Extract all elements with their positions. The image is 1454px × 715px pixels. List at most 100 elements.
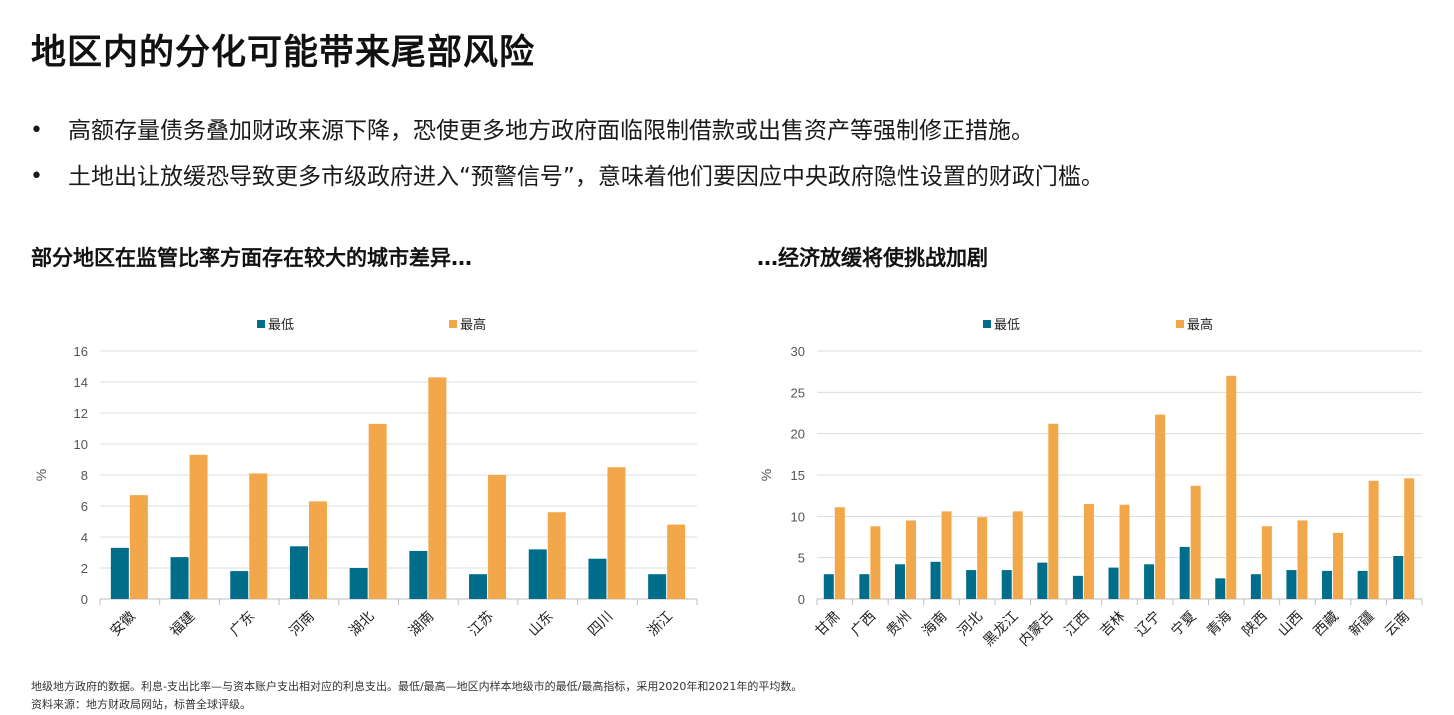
x-category-label: 江西	[1062, 609, 1093, 640]
bar-max	[1012, 511, 1023, 599]
bar-min	[1393, 556, 1404, 599]
y-axis-label: %	[33, 469, 49, 481]
x-category-label: 湖北	[346, 609, 377, 640]
bar-max	[905, 520, 916, 599]
y-tick-label: 4	[81, 530, 88, 545]
bar-min	[1322, 570, 1333, 599]
x-category-label: 西藏	[1311, 609, 1342, 640]
bar-min	[1250, 574, 1261, 599]
bar-min	[966, 570, 977, 599]
x-category-label: 海南	[919, 609, 950, 640]
y-tick-label: 20	[791, 427, 805, 442]
y-tick-label: 12	[74, 406, 88, 421]
bar-max	[488, 475, 507, 599]
bar-max	[667, 524, 686, 599]
bar-max	[129, 495, 148, 599]
bullet-dot: •	[30, 164, 43, 189]
x-category-label: 宁夏	[1168, 608, 1200, 640]
page-title: 地区内的分化可能带来尾部风险	[31, 33, 536, 73]
bar-max	[941, 511, 952, 599]
legend-label: 最低	[994, 318, 1020, 333]
x-category-label: 安徽	[108, 609, 139, 640]
bar-min	[1037, 562, 1048, 599]
bar-min	[528, 549, 547, 599]
bar-min	[289, 546, 308, 599]
y-tick-label: 0	[81, 592, 88, 607]
footnote-definition: 地级地方政府的数据。利息-支出比率—与资本账户支出相对应的利息支出。最低/最高—…	[31, 680, 803, 693]
right-chart-title: …经济放缓将使挑战加剧	[757, 246, 988, 270]
bar-min	[1072, 575, 1083, 599]
legend-label: 最低	[268, 318, 294, 333]
y-tick-label: 16	[74, 344, 88, 359]
y-tick-label: 6	[81, 499, 88, 514]
bullet-text: 高额存量债务叠加财政来源下降，恐使更多地方政府面临限制借款或出售资产等强制修正措…	[68, 118, 1034, 144]
x-category-label: 辽宁	[1132, 608, 1164, 640]
x-category-label: 新疆	[1346, 609, 1377, 640]
x-category-label: 四川	[585, 609, 616, 640]
x-category-label: 湖南	[406, 609, 437, 640]
bar-min	[1179, 546, 1190, 599]
bar-max	[1190, 485, 1201, 599]
bar-min	[1144, 564, 1155, 599]
x-category-label: 广西	[848, 609, 879, 640]
y-tick-label: 5	[798, 551, 805, 566]
x-category-label: 甘肃	[813, 609, 844, 640]
bar-min	[1286, 570, 1297, 599]
bar-min	[648, 574, 667, 599]
bar-max	[1404, 478, 1415, 599]
x-category-label: 河北	[955, 609, 986, 640]
bar-min	[1108, 567, 1119, 599]
legend-label: 最高	[460, 317, 486, 333]
bar-max	[249, 473, 268, 599]
bar-max	[870, 526, 881, 599]
x-category-label: 贵州	[884, 609, 915, 640]
y-tick-label: 10	[791, 509, 805, 524]
x-category-label: 江苏	[466, 609, 497, 640]
bar-max	[1368, 480, 1379, 599]
y-tick-label: 25	[791, 385, 805, 400]
bullet-list: • 高额存量债务叠加财政来源下降，恐使更多地方政府面临限制借款或出售资产等强制修…	[30, 108, 1104, 200]
x-category-label: 黑龙江	[981, 609, 1022, 650]
y-tick-label: 0	[798, 592, 805, 607]
x-category-label: 云南	[1382, 609, 1413, 640]
x-category-label: 陕西	[1240, 609, 1271, 640]
bar-min	[409, 550, 428, 599]
bar-min	[349, 568, 368, 599]
x-category-label: 青海	[1204, 609, 1235, 640]
bar-min	[823, 574, 834, 599]
bullet-item: • 土地出让放缓恐导致更多市级政府进入“预警信号”，意味着他们要因应中央政府隐性…	[30, 154, 1104, 200]
bar-max	[189, 454, 208, 599]
bar-max	[1297, 520, 1308, 599]
legend-label: 最高	[1187, 317, 1213, 333]
x-category-label: 山西	[1275, 609, 1306, 640]
y-tick-label: 14	[74, 375, 88, 390]
bullet-dot: •	[30, 118, 43, 143]
y-tick-label: 2	[81, 561, 88, 576]
y-tick-label: 15	[791, 468, 805, 483]
bar-min	[230, 571, 249, 599]
legend-swatch	[983, 320, 991, 328]
bar-max	[1226, 375, 1237, 599]
bullet-text: 土地出让放缓恐导致更多市级政府进入“预警信号”，意味着他们要因应中央政府隐性设置…	[68, 164, 1104, 190]
legend-swatch	[449, 320, 457, 328]
legend-swatch	[257, 320, 265, 328]
y-tick-label: 10	[74, 437, 88, 452]
legend-swatch	[1176, 320, 1184, 328]
bar-max	[834, 507, 845, 599]
bar-max	[1083, 503, 1094, 599]
y-tick-label: 30	[791, 344, 805, 359]
y-axis-label: %	[758, 469, 774, 481]
bar-max	[1261, 526, 1272, 599]
bar-min	[930, 561, 941, 599]
bar-max	[428, 377, 447, 599]
right-bar-chart: 0 5 10 15 20 25 30% 甘肃 广西 贵州 海南 河北黑龙江内蒙古 江西 吉林 辽宁 宁夏 青海陕…	[758, 317, 1423, 650]
bar-max	[607, 467, 626, 599]
bar-max	[977, 517, 988, 599]
bar-min	[859, 574, 870, 599]
left-chart-title: 部分地区在监管比率方面存在较大的城市差异…	[31, 246, 472, 270]
bar-min	[1001, 570, 1012, 599]
bar-max	[368, 423, 387, 599]
bar-max	[547, 512, 566, 599]
bar-min	[1215, 578, 1226, 599]
x-category-label: 广东	[227, 609, 258, 640]
